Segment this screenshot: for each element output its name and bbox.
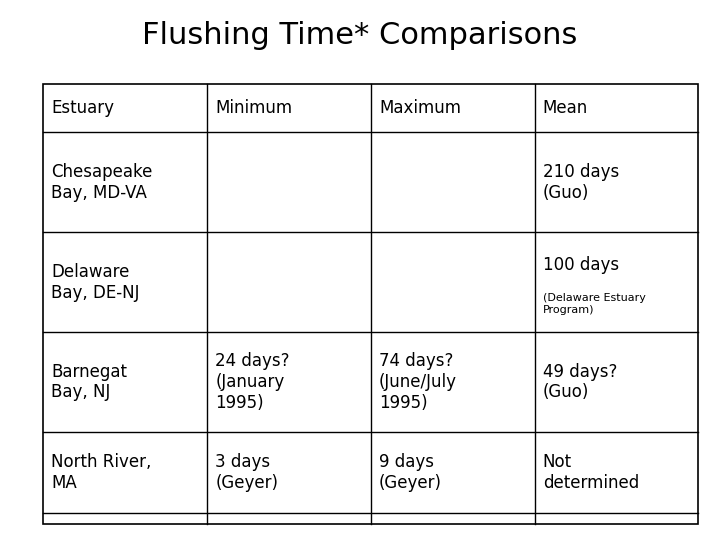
Text: 49 days?
(Guo): 49 days? (Guo): [543, 363, 617, 401]
Text: (Delaware Estuary
Program): (Delaware Estuary Program): [543, 293, 646, 315]
Text: 74 days?
(June/July
1995): 74 days? (June/July 1995): [379, 352, 457, 412]
Text: Barnegat
Bay, NJ: Barnegat Bay, NJ: [51, 363, 127, 401]
Text: Delaware
Bay, DE-NJ: Delaware Bay, DE-NJ: [51, 263, 140, 301]
Text: 100 days: 100 days: [543, 256, 619, 274]
Text: Mean: Mean: [543, 99, 588, 117]
Text: 9 days
(Geyer): 9 days (Geyer): [379, 453, 442, 492]
Text: Chesapeake
Bay, MD-VA: Chesapeake Bay, MD-VA: [51, 163, 153, 201]
Text: Minimum: Minimum: [215, 99, 292, 117]
Text: 210 days
(Guo): 210 days (Guo): [543, 163, 619, 201]
Text: Flushing Time* Comparisons: Flushing Time* Comparisons: [143, 21, 577, 50]
Text: 3 days
(Geyer): 3 days (Geyer): [215, 453, 278, 492]
Text: Maximum: Maximum: [379, 99, 461, 117]
Text: 24 days?
(January
1995): 24 days? (January 1995): [215, 352, 289, 412]
Text: Not
determined: Not determined: [543, 453, 639, 492]
Text: Estuary: Estuary: [51, 99, 114, 117]
Bar: [43, 84, 698, 524]
Text: North River,
MA: North River, MA: [51, 453, 152, 492]
